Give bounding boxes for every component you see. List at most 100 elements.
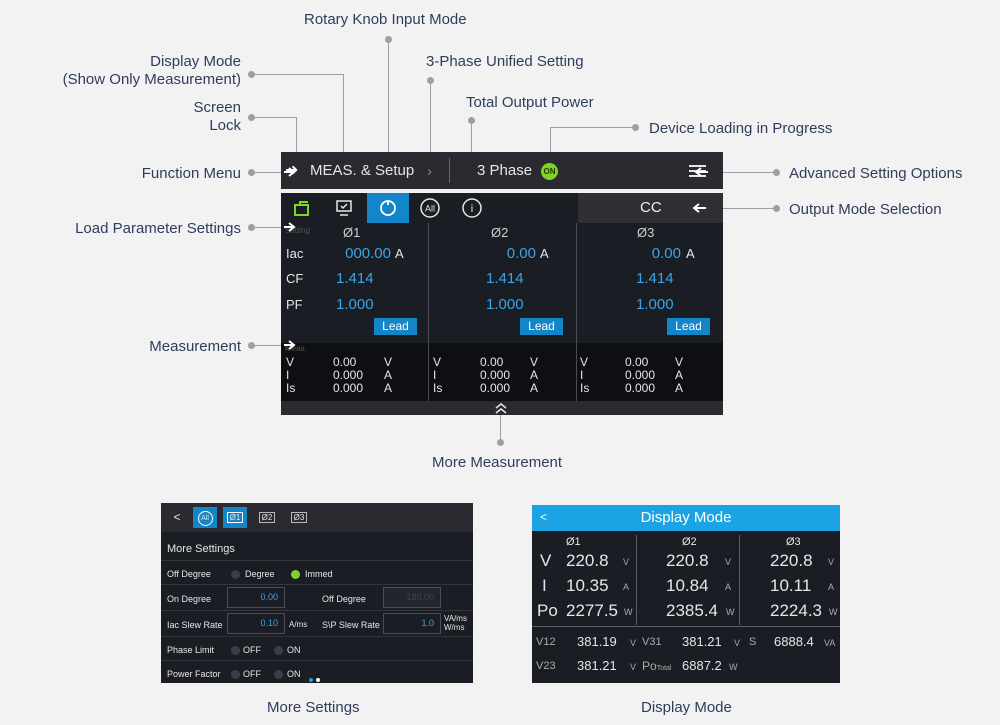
phase-3-header: Ø3 bbox=[637, 225, 655, 240]
power-factor-on-radio[interactable] bbox=[274, 670, 283, 679]
off-degree-input[interactable]: 180.00 bbox=[383, 587, 441, 608]
lead-button-phase-1[interactable]: Lead bbox=[374, 318, 417, 335]
column-divider bbox=[576, 223, 577, 343]
tab-phase-2[interactable]: Ø2 bbox=[255, 507, 279, 528]
v12-value: 381.19 bbox=[577, 634, 617, 649]
more-settings-panel: < All Ø1 Ø2 Ø3 More Settings Off Degree … bbox=[161, 503, 473, 683]
menu-chevron-icon: › bbox=[427, 163, 432, 180]
load-on-badge: ON bbox=[541, 163, 558, 180]
display-mode-icon[interactable] bbox=[323, 193, 365, 223]
column-divider bbox=[428, 223, 429, 343]
dm-phase-2-header: Ø2 bbox=[682, 536, 697, 548]
iac-unit: A bbox=[686, 246, 695, 261]
meas-tag: Meas. bbox=[285, 344, 307, 353]
phase-limit-off-radio[interactable] bbox=[231, 646, 240, 655]
po-total-value: 6887.2 bbox=[682, 658, 722, 673]
v31-label: V31 bbox=[642, 636, 662, 648]
meas-v-label: V bbox=[433, 355, 442, 369]
all-icon-text: All bbox=[425, 204, 435, 214]
divider bbox=[161, 610, 473, 611]
iac-slew-unit: A/ms bbox=[289, 620, 308, 629]
v31-unit: V bbox=[734, 638, 741, 648]
phase-1-header: Ø1 bbox=[343, 225, 361, 240]
display-mode-panel: < Display Mode Ø1 Ø2 Ø3 V 220.8 V 220.8 … bbox=[532, 505, 840, 683]
meas-i-value: 0.000 bbox=[625, 368, 656, 382]
cf-phase-1-value[interactable]: 1.414 bbox=[336, 270, 374, 287]
meas-is-label: Is bbox=[286, 381, 296, 395]
dm-po-unit: W bbox=[624, 607, 633, 617]
back-icon[interactable]: < bbox=[540, 510, 548, 524]
dm-v-phase-1: 220.8 bbox=[566, 551, 609, 570]
cf-label: CF bbox=[286, 271, 304, 286]
divider bbox=[161, 660, 473, 661]
po-total-unit: W bbox=[729, 662, 738, 672]
output-mode-value: CC bbox=[640, 199, 662, 216]
on-degree-input[interactable]: 0.00 bbox=[227, 587, 285, 608]
column-divider bbox=[576, 343, 577, 401]
pf-phase-2-value[interactable]: 1.000 bbox=[486, 296, 524, 313]
degree-radio[interactable] bbox=[231, 570, 240, 579]
dm-v-unit: V bbox=[725, 557, 732, 567]
iac-phase-3-value[interactable]: 0.00 bbox=[651, 245, 681, 262]
back-icon[interactable]: < bbox=[173, 510, 181, 524]
display-mode-header: < Display Mode bbox=[532, 505, 840, 531]
pf-phase-3-value[interactable]: 1.000 bbox=[636, 296, 674, 313]
setting-tag: Setting bbox=[285, 226, 310, 235]
callout-more-measurement: More Measurement bbox=[432, 454, 563, 471]
iac-slew-input[interactable]: 0.10 bbox=[227, 613, 285, 634]
meas-v-label: V bbox=[580, 355, 589, 369]
v23-unit: V bbox=[630, 662, 637, 672]
lead-button-phase-2[interactable]: Lead bbox=[520, 318, 563, 335]
dm-i-phase-2: 10.84 bbox=[666, 576, 709, 595]
more-measurement-bar[interactable] bbox=[281, 401, 723, 415]
arrowhead-icon bbox=[692, 203, 706, 213]
s-label: S bbox=[749, 636, 757, 648]
dm-i-unit: A bbox=[725, 582, 732, 592]
svp-slew-unit-1: VA/ms bbox=[444, 614, 467, 623]
dm-v-phase-2: 220.8 bbox=[666, 551, 709, 570]
meas-i-unit: A bbox=[530, 368, 539, 382]
device-screen: ➜ MEAS. & Setup › 3 Phase ON All i CC Se… bbox=[281, 152, 723, 415]
rotary-knob-icon[interactable] bbox=[367, 193, 409, 223]
svp-slew-unit-2: W/ms bbox=[444, 623, 465, 632]
cf-phase-2-value[interactable]: 1.414 bbox=[486, 270, 524, 287]
po-total-label: PoTotal bbox=[642, 659, 672, 673]
iac-phase-2-value[interactable]: 0.00 bbox=[506, 245, 536, 262]
more-settings-title: More Settings bbox=[167, 543, 235, 555]
dm-v-unit: V bbox=[828, 557, 835, 567]
phase-2-header: Ø2 bbox=[491, 225, 509, 240]
immed-radio[interactable] bbox=[291, 570, 300, 579]
pf-phase-1-value[interactable]: 1.000 bbox=[336, 296, 374, 313]
tab-phase-3[interactable]: Ø3 bbox=[287, 507, 311, 528]
arrowhead-icon bbox=[694, 167, 708, 177]
page-indicator-dot bbox=[316, 678, 320, 682]
meas-is-unit: A bbox=[530, 381, 539, 395]
screen-lock-icon[interactable] bbox=[281, 193, 323, 223]
phase-limit-on-radio[interactable] bbox=[274, 646, 283, 655]
callout-measurement: Measurement bbox=[149, 338, 241, 355]
iac-phase-1-value[interactable]: 000.00 bbox=[345, 245, 391, 262]
tab-phase-1[interactable]: Ø1 bbox=[223, 507, 247, 528]
dm-v-phase-3: 220.8 bbox=[770, 551, 813, 570]
svp-slew-input[interactable]: 1.0 bbox=[383, 613, 441, 634]
power-factor-label: Power Factor bbox=[167, 669, 221, 679]
leader-dot bbox=[248, 224, 255, 231]
svp-slew-label: S\P Slew Rate bbox=[322, 620, 380, 630]
double-chevron-up-icon[interactable] bbox=[494, 402, 508, 414]
tab-all[interactable]: All bbox=[193, 507, 217, 528]
cf-phase-3-value[interactable]: 1.414 bbox=[636, 270, 674, 287]
power-factor-off-radio[interactable] bbox=[231, 670, 240, 679]
phase-limit-label: Phase Limit bbox=[167, 645, 215, 655]
function-menu-button[interactable]: MEAS. & Setup bbox=[310, 162, 415, 179]
degree-option: Degree bbox=[245, 569, 275, 579]
meas-is-unit: A bbox=[384, 381, 393, 395]
phase-mode-label[interactable]: 3 Phase bbox=[477, 162, 533, 179]
all-phase-icon[interactable]: All bbox=[409, 193, 451, 223]
leader-dot bbox=[497, 439, 504, 446]
leader-line bbox=[252, 117, 297, 118]
lead-button-phase-3[interactable]: Lead bbox=[667, 318, 710, 335]
info-icon[interactable]: i bbox=[451, 193, 493, 223]
meas-is-label: Is bbox=[580, 381, 590, 395]
dm-po-label: Po bbox=[537, 601, 558, 620]
display-mode-caption: Display Mode bbox=[641, 699, 732, 716]
